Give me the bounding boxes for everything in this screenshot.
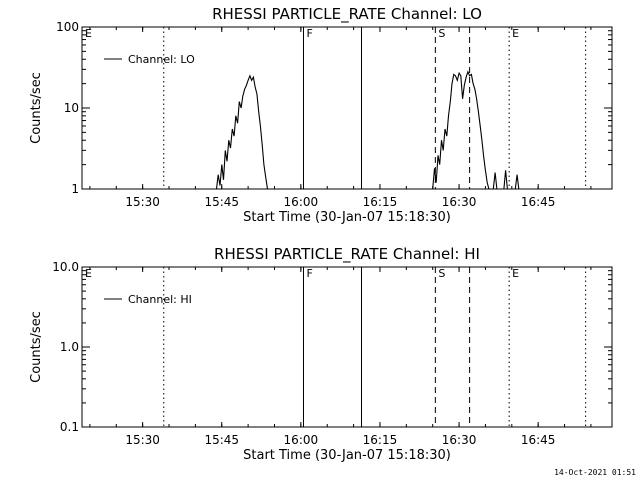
series-line bbox=[215, 74, 269, 189]
marker-label: F bbox=[306, 267, 312, 280]
x-tick-label: 16:00 bbox=[284, 195, 319, 209]
x-tick-label: 16:45 bbox=[521, 433, 556, 447]
y-tick-label: 10 bbox=[64, 101, 79, 115]
legend-label: Channel: LO bbox=[128, 53, 195, 66]
chart-title: RHESSI PARTICLE_RATE Channel: HI bbox=[214, 245, 480, 264]
series-line bbox=[514, 174, 520, 189]
plot-frame bbox=[81, 266, 613, 428]
x-tick-label: 16:45 bbox=[521, 195, 556, 209]
marker-label: E bbox=[512, 267, 519, 280]
marker-label: S bbox=[438, 267, 445, 280]
y-tick-label: 10.0 bbox=[52, 260, 79, 274]
x-tick-label: 15:45 bbox=[204, 195, 239, 209]
marker-label: E bbox=[512, 27, 519, 40]
y-axis-label: Counts/sec bbox=[29, 72, 44, 144]
series-line bbox=[432, 70, 490, 189]
x-tick-label: 16:30 bbox=[442, 195, 477, 209]
series-line bbox=[492, 172, 498, 189]
marker-label: E bbox=[85, 27, 92, 40]
x-axis-label: Start Time (30-Jan-07 15:18:30) bbox=[243, 210, 451, 225]
footer-timestamp: 14-Oct-2021 01:51 bbox=[554, 468, 636, 477]
y-tick-label: 1 bbox=[71, 182, 79, 196]
marker-label: S bbox=[438, 27, 445, 40]
marker-label: E bbox=[85, 267, 92, 280]
x-tick-label: 15:45 bbox=[204, 433, 239, 447]
chart-panel-0: RHESSI PARTICLE_RATE Channel: LO 15:30 15:… bbox=[29, 5, 613, 225]
x-tick-label: 15:30 bbox=[125, 195, 160, 209]
x-tick-label: 16:15 bbox=[363, 433, 398, 447]
chart-title: RHESSI PARTICLE_RATE Channel: LO bbox=[212, 5, 482, 24]
x-tick-label: 15:30 bbox=[125, 433, 160, 447]
marker-label: F bbox=[306, 27, 312, 40]
plot-frame bbox=[81, 26, 613, 190]
x-axis-label: Start Time (30-Jan-07 15:18:30) bbox=[243, 448, 451, 463]
chart-panel-1: RHESSI PARTICLE_RATE Channel: HI 15:30 15:… bbox=[29, 245, 613, 463]
y-tick-label: 0.1 bbox=[60, 420, 79, 434]
x-tick-label: 16:15 bbox=[363, 195, 398, 209]
x-tick-label: 16:00 bbox=[284, 433, 319, 447]
x-tick-label: 16:30 bbox=[442, 433, 477, 447]
y-axis-label: Counts/sec bbox=[29, 311, 44, 383]
y-tick-label: 1.0 bbox=[60, 340, 79, 354]
y-tick-label: 100 bbox=[56, 20, 79, 34]
legend-label: Channel: HI bbox=[128, 293, 192, 306]
series-line bbox=[503, 170, 508, 189]
